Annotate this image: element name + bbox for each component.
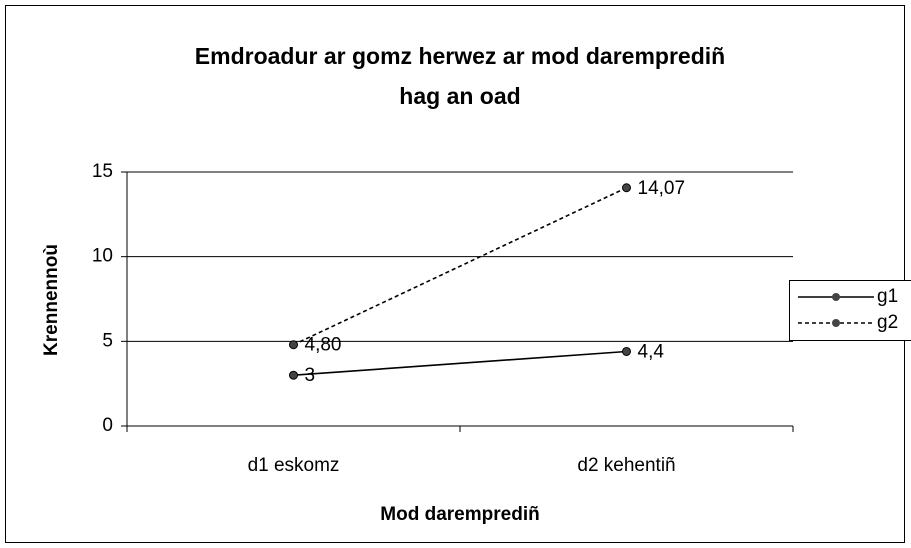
legend-label: g2 [877,312,898,333]
data-label: 4,80 [305,335,342,356]
data-label: 4,4 [638,342,665,363]
legend-marker [832,319,840,327]
series-line [293,187,627,346]
chart-title: Emdroadur ar gomz herwez ar mod darempre… [195,43,725,69]
point [289,370,298,380]
series-line [293,350,627,376]
x-tick-label: d1 eskomz [248,455,340,476]
point [622,346,631,356]
y-tick-label: 0 [102,415,113,436]
x-axis-title: Mod daremprediñ [380,504,539,525]
chart-border [5,5,905,543]
legend-box [789,280,911,341]
point [622,183,631,193]
x-tick-label: d2 kehentiñ [577,455,675,476]
point [289,340,298,350]
y-tick-label: 15 [92,161,113,182]
y-tick-label: 10 [92,246,113,267]
chart-title: hag an oad [399,83,520,109]
data-label: 14,07 [638,178,686,199]
data-label: 3 [305,365,316,386]
legend-marker [832,293,840,301]
y-tick-label: 5 [102,330,113,351]
y-axis-title: Krennennoù [41,244,62,356]
legend-label: g1 [877,286,898,307]
